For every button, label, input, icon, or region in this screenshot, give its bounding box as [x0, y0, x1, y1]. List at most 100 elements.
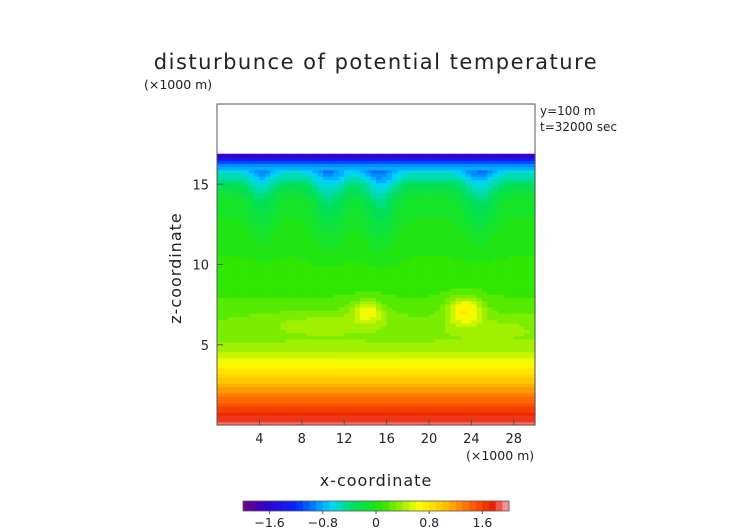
heatmap-cell	[513, 271, 520, 276]
heatmap-cell	[391, 214, 398, 219]
heatmap-cell	[434, 351, 441, 356]
heatmap-cell	[222, 208, 229, 212]
heatmap-cell	[397, 415, 404, 420]
heatmap-cell	[285, 179, 292, 184]
heatmap-cell	[291, 310, 298, 314]
heatmap-cell	[270, 313, 276, 318]
heatmap-cell	[503, 367, 510, 372]
heatmap-cell	[328, 163, 335, 168]
heatmap-cell	[285, 335, 292, 340]
heatmap-cell	[444, 198, 451, 203]
heatmap-cell	[391, 412, 398, 417]
heatmap-cell	[328, 176, 335, 180]
heatmap-cell	[280, 348, 287, 353]
heatmap-cell	[476, 252, 483, 257]
heatmap-cell	[264, 373, 271, 378]
heatmap-cell	[529, 370, 536, 375]
heatmap-cell	[407, 373, 414, 378]
heatmap-cell	[376, 255, 382, 260]
heatmap-cell	[376, 211, 382, 215]
heatmap-cell	[222, 383, 229, 388]
heatmap-cell	[529, 220, 536, 225]
heatmap-cell	[503, 192, 510, 196]
heatmap-cell	[503, 208, 510, 212]
heatmap-cell	[492, 208, 499, 212]
heatmap-cell	[232, 223, 239, 228]
heatmap-cell	[370, 179, 377, 184]
heatmap-cell	[370, 262, 377, 267]
heatmap-cell	[338, 421, 345, 426]
heatmap-cell	[227, 230, 234, 235]
heatmap-cell	[471, 335, 478, 340]
heatmap-cell	[232, 252, 239, 257]
heatmap-cell	[471, 195, 478, 200]
heatmap-cell	[291, 259, 298, 263]
heatmap-cell	[285, 380, 292, 385]
heatmap-cell	[217, 393, 223, 397]
heatmap-cell	[222, 236, 229, 241]
heatmap-cell	[280, 345, 287, 350]
heatmap-cell	[450, 259, 457, 263]
heatmap-cell	[301, 192, 308, 196]
heatmap-cell	[444, 262, 451, 267]
heatmap-cell	[317, 214, 324, 219]
heatmap-cell	[328, 367, 335, 372]
heatmap-cell	[423, 201, 430, 206]
heatmap-cell	[370, 195, 377, 200]
heatmap-cell	[280, 172, 287, 177]
heatmap-cell	[529, 176, 536, 180]
heatmap-cell	[222, 294, 229, 298]
heatmap-cell	[301, 195, 308, 200]
heatmap-cell	[386, 421, 393, 426]
heatmap-cell	[402, 332, 409, 337]
heatmap-cell	[439, 399, 446, 404]
heatmap-cell	[529, 271, 536, 276]
heatmap-cell	[296, 290, 303, 295]
heatmap-cell	[280, 389, 287, 394]
heatmap-cell	[460, 373, 467, 378]
heatmap-cell	[270, 415, 276, 420]
heatmap-cell	[407, 380, 414, 385]
heatmap-cell	[328, 192, 335, 196]
heatmap-cell	[455, 195, 462, 200]
heatmap-cell	[386, 297, 393, 302]
heatmap-cell	[471, 367, 478, 372]
heatmap-cell	[482, 182, 488, 187]
heatmap-cell	[333, 278, 340, 282]
heatmap-cell	[391, 198, 398, 203]
heatmap-cell	[519, 188, 525, 193]
heatmap-cell	[365, 418, 372, 423]
heatmap-cell	[429, 163, 435, 168]
heatmap-cell	[243, 163, 250, 168]
heatmap-cell	[227, 418, 234, 423]
heatmap-cell	[238, 412, 245, 417]
heatmap-cell	[444, 415, 451, 420]
heatmap-cell	[254, 278, 260, 282]
heatmap-cell	[376, 338, 382, 343]
heatmap-cell	[386, 335, 393, 340]
heatmap-cell	[243, 179, 250, 184]
heatmap-cell	[232, 255, 239, 260]
heatmap-cell	[391, 166, 398, 171]
heatmap-cell	[317, 243, 324, 247]
heatmap-cell	[476, 179, 483, 184]
heatmap-cell	[227, 409, 234, 413]
heatmap-cell	[508, 201, 515, 206]
heatmap-cell	[227, 156, 234, 161]
heatmap-cell	[307, 351, 313, 356]
heatmap-cell	[397, 310, 404, 314]
heatmap-cell	[328, 357, 335, 362]
heatmap-cell	[455, 297, 462, 302]
heatmap-cell	[524, 166, 531, 171]
heatmap-cell	[397, 313, 404, 318]
heatmap-cell	[455, 284, 462, 289]
heatmap-cell	[301, 169, 308, 174]
heatmap-cell	[344, 332, 351, 337]
heatmap-cell	[497, 396, 504, 401]
heatmap-cell	[444, 223, 451, 228]
heatmap-cell	[455, 396, 462, 401]
heatmap-cell	[413, 217, 419, 222]
heatmap-cell	[270, 271, 276, 276]
heatmap-cell	[317, 195, 324, 200]
heatmap-cell	[471, 373, 478, 378]
